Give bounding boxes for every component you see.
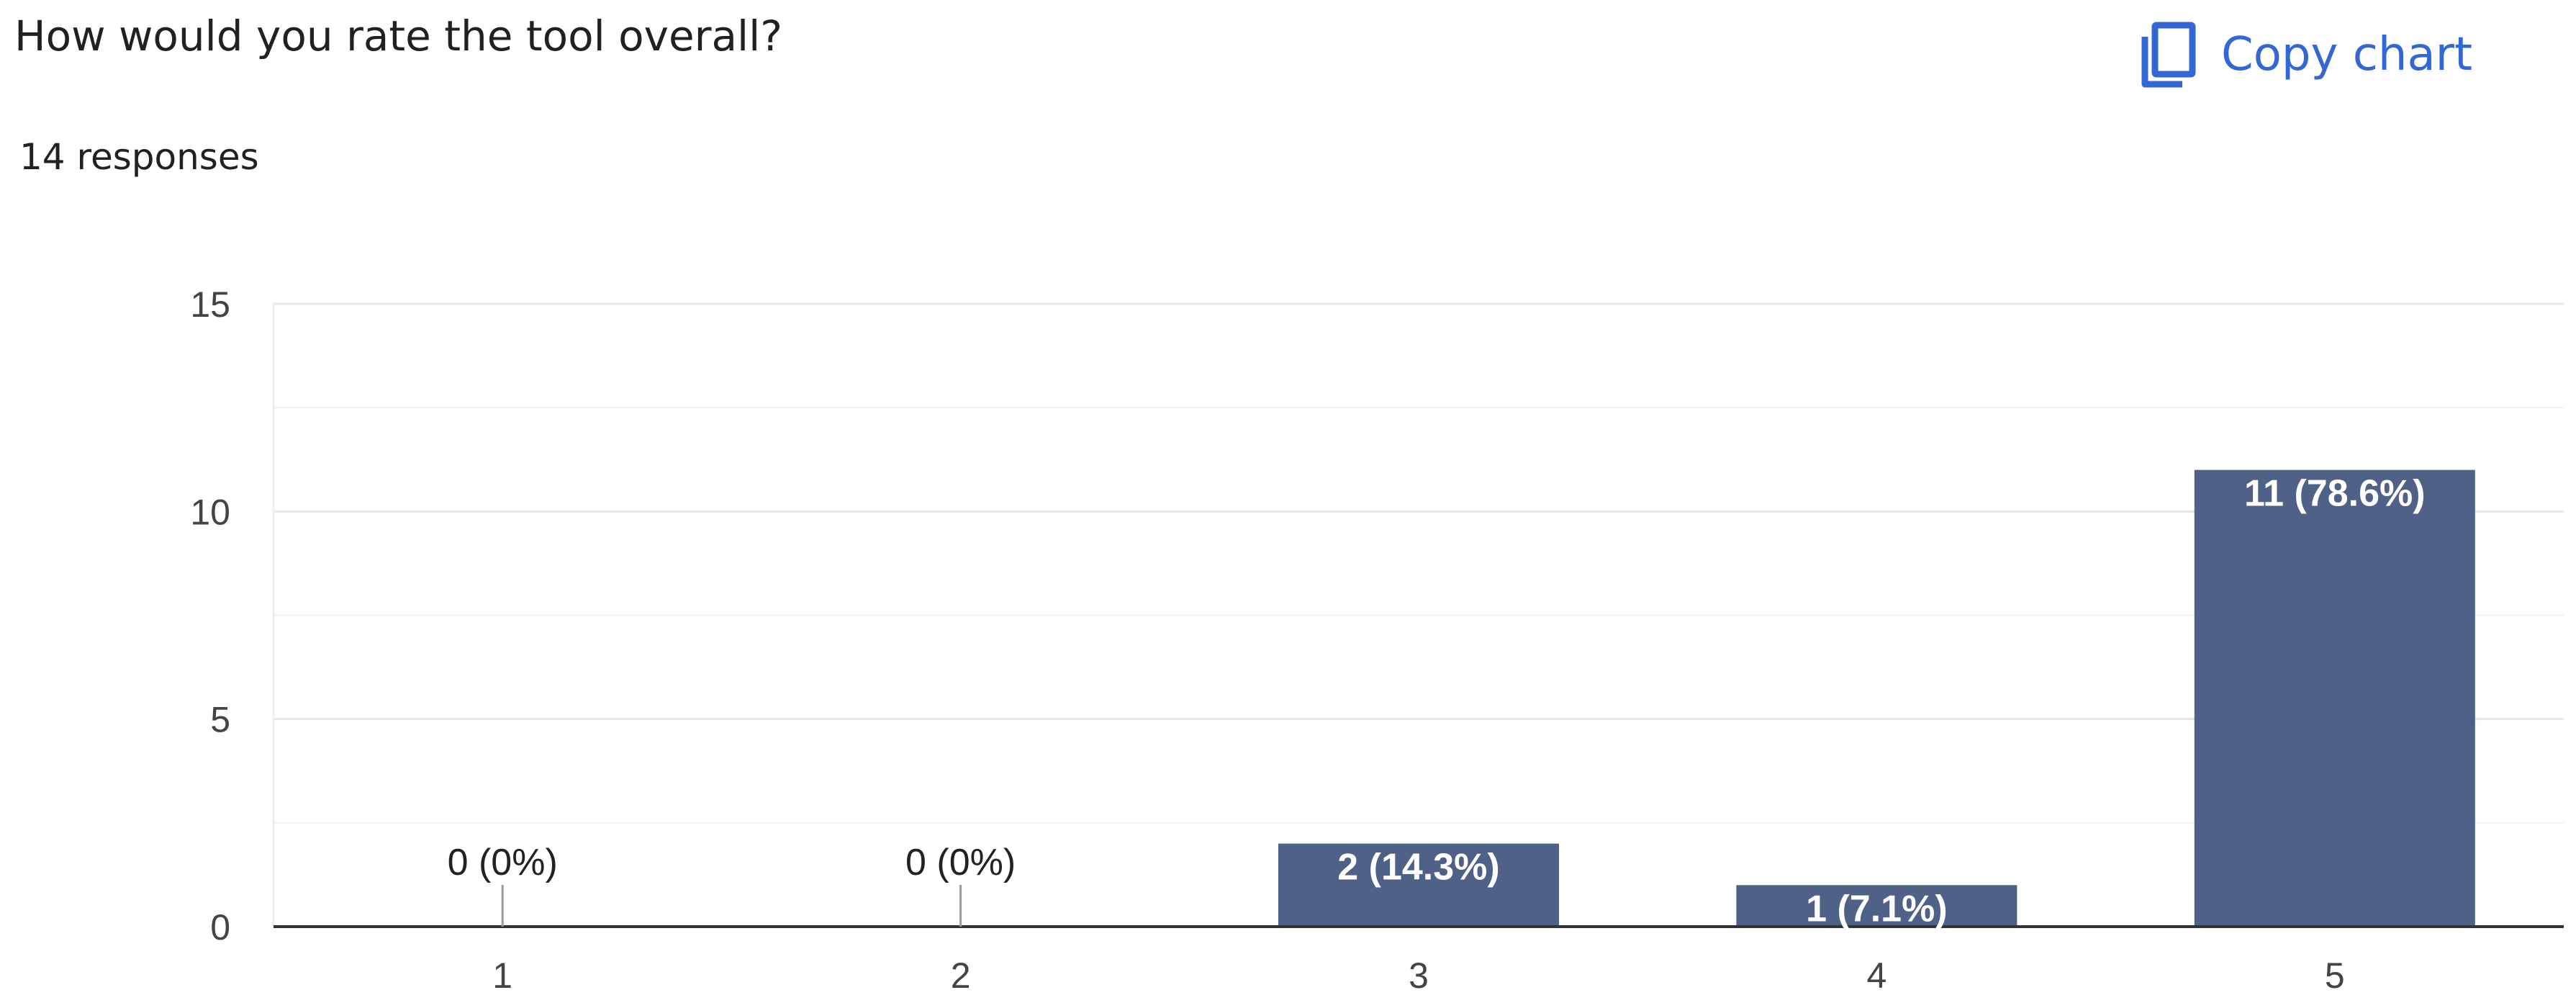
y-tick-label: 15 [190,284,230,325]
copy-chart-button[interactable]: Copy chart [2138,17,2526,92]
y-tick-label: 10 [190,492,230,532]
y-tick-label: 5 [210,700,230,740]
data-label: 0 (0%) [448,842,558,883]
copy-chart-label: Copy chart [2221,28,2473,81]
data-label: 2 (14.3%) [1337,847,1499,888]
x-tick-label: 4 [1866,955,1886,996]
data-label: 11 (78.6%) [2244,473,2426,515]
bar [2194,469,2475,927]
x-tick-label: 2 [951,955,971,996]
response-count: 14 responses [19,136,259,178]
question-title: How would you rate the tool overall? [14,12,783,60]
x-tick-label: 5 [2325,955,2345,996]
x-tick-label: 3 [1409,955,1429,996]
data-label: 1 (7.1%) [1806,888,1948,930]
y-tick-label: 0 [210,907,230,948]
x-tick-label: 1 [492,955,512,996]
data-label: 0 (0%) [905,842,1016,883]
copy-icon [2138,19,2200,90]
bar [1278,843,1559,927]
bar [1736,885,2017,927]
